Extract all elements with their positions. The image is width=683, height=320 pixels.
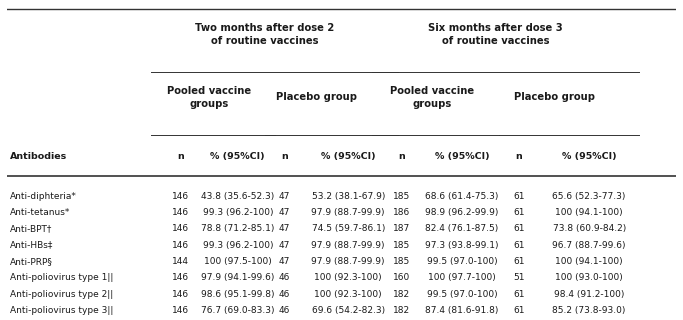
- Text: 87.4 (81.6-91.8): 87.4 (81.6-91.8): [426, 306, 499, 315]
- Text: 53.2 (38.1-67.9): 53.2 (38.1-67.9): [311, 192, 385, 201]
- Text: 100 (92.3-100): 100 (92.3-100): [314, 290, 382, 299]
- Text: Anti-poliovirus type 2||: Anti-poliovirus type 2||: [10, 290, 113, 299]
- Text: 100 (94.1-100): 100 (94.1-100): [555, 257, 623, 266]
- Text: Anti-tetanus*: Anti-tetanus*: [10, 208, 70, 217]
- Text: 182: 182: [393, 306, 410, 315]
- Text: Two months after dose 2
of routine vaccines: Two months after dose 2 of routine vacci…: [195, 23, 334, 46]
- Text: 76.7 (69.0-83.3): 76.7 (69.0-83.3): [201, 306, 275, 315]
- Text: % (95%CI): % (95%CI): [434, 152, 489, 161]
- Text: 144: 144: [172, 257, 189, 266]
- Text: 99.3 (96.2-100): 99.3 (96.2-100): [202, 208, 273, 217]
- Text: 146: 146: [172, 208, 189, 217]
- Text: 99.5 (97.0-100): 99.5 (97.0-100): [427, 257, 497, 266]
- Text: 98.9 (96.2-99.9): 98.9 (96.2-99.9): [426, 208, 499, 217]
- Text: 47: 47: [279, 208, 290, 217]
- Text: 73.8 (60.9-84.2): 73.8 (60.9-84.2): [553, 224, 626, 233]
- Text: 160: 160: [393, 273, 410, 282]
- Text: % (95%CI): % (95%CI): [210, 152, 265, 161]
- Text: 85.2 (73.8-93.0): 85.2 (73.8-93.0): [553, 306, 626, 315]
- Text: 182: 182: [393, 290, 410, 299]
- Text: 146: 146: [172, 241, 189, 250]
- Text: n: n: [516, 152, 522, 161]
- Text: 61: 61: [513, 290, 525, 299]
- Text: 146: 146: [172, 224, 189, 233]
- Text: 65.6 (52.3-77.3): 65.6 (52.3-77.3): [553, 192, 626, 201]
- Text: 146: 146: [172, 192, 189, 201]
- Text: Placebo group: Placebo group: [276, 92, 357, 102]
- Text: 74.5 (59.7-86.1): 74.5 (59.7-86.1): [311, 224, 385, 233]
- Text: 99.5 (97.0-100): 99.5 (97.0-100): [427, 290, 497, 299]
- Text: Antibodies: Antibodies: [10, 152, 68, 161]
- Text: 82.4 (76.1-87.5): 82.4 (76.1-87.5): [426, 224, 499, 233]
- Text: 78.8 (71.2-85.1): 78.8 (71.2-85.1): [201, 224, 275, 233]
- Text: 98.4 (91.2-100): 98.4 (91.2-100): [554, 290, 624, 299]
- Text: 100 (92.3-100): 100 (92.3-100): [314, 273, 382, 282]
- Text: 61: 61: [513, 224, 525, 233]
- Text: % (95%CI): % (95%CI): [562, 152, 617, 161]
- Text: % (95%CI): % (95%CI): [321, 152, 376, 161]
- Text: 68.6 (61.4-75.3): 68.6 (61.4-75.3): [426, 192, 499, 201]
- Text: 61: 61: [513, 257, 525, 266]
- Text: Anti-diphteria*: Anti-diphteria*: [10, 192, 77, 201]
- Text: 61: 61: [513, 192, 525, 201]
- Text: 46: 46: [279, 273, 290, 282]
- Text: 61: 61: [513, 208, 525, 217]
- Text: 97.9 (88.7-99.9): 97.9 (88.7-99.9): [311, 257, 385, 266]
- Text: 99.3 (96.2-100): 99.3 (96.2-100): [202, 241, 273, 250]
- Text: n: n: [281, 152, 288, 161]
- Text: 69.6 (54.2-82.3): 69.6 (54.2-82.3): [311, 306, 385, 315]
- Text: Anti-BPT†: Anti-BPT†: [10, 224, 53, 233]
- Text: Anti-poliovirus type 1||: Anti-poliovirus type 1||: [10, 273, 113, 282]
- Text: 61: 61: [513, 241, 525, 250]
- Text: 47: 47: [279, 257, 290, 266]
- Text: 43.8 (35.6-52.3): 43.8 (35.6-52.3): [201, 192, 275, 201]
- Text: 185: 185: [393, 192, 410, 201]
- Text: 97.9 (94.1-99.6): 97.9 (94.1-99.6): [201, 273, 275, 282]
- Text: 47: 47: [279, 241, 290, 250]
- Text: 100 (93.0-100): 100 (93.0-100): [555, 273, 623, 282]
- Text: 51: 51: [513, 273, 525, 282]
- Text: 97.9 (88.7-99.9): 97.9 (88.7-99.9): [311, 241, 385, 250]
- Text: 187: 187: [393, 224, 410, 233]
- Text: 96.7 (88.7-99.6): 96.7 (88.7-99.6): [553, 241, 626, 250]
- Text: Anti-HBs‡: Anti-HBs‡: [10, 241, 53, 250]
- Text: 100 (97.7-100): 100 (97.7-100): [428, 273, 496, 282]
- Text: 61: 61: [513, 306, 525, 315]
- Text: 146: 146: [172, 306, 189, 315]
- Text: 185: 185: [393, 257, 410, 266]
- Text: Placebo group: Placebo group: [514, 92, 594, 102]
- Text: 97.9 (88.7-99.9): 97.9 (88.7-99.9): [311, 208, 385, 217]
- Text: 97.3 (93.8-99.1): 97.3 (93.8-99.1): [426, 241, 499, 250]
- Text: 47: 47: [279, 224, 290, 233]
- Text: 146: 146: [172, 273, 189, 282]
- Text: 146: 146: [172, 290, 189, 299]
- Text: 47: 47: [279, 192, 290, 201]
- Text: 46: 46: [279, 290, 290, 299]
- Text: Pooled vaccine
groups: Pooled vaccine groups: [167, 86, 251, 109]
- Text: n: n: [178, 152, 184, 161]
- Text: 100 (94.1-100): 100 (94.1-100): [555, 208, 623, 217]
- Text: Anti-PRP§: Anti-PRP§: [10, 257, 53, 266]
- Text: 185: 185: [393, 241, 410, 250]
- Text: 186: 186: [393, 208, 410, 217]
- Text: Six months after dose 3
of routine vaccines: Six months after dose 3 of routine vacci…: [428, 23, 563, 46]
- Text: Anti-poliovirus type 3||: Anti-poliovirus type 3||: [10, 306, 113, 315]
- Text: n: n: [398, 152, 405, 161]
- Text: 98.6 (95.1-99.8): 98.6 (95.1-99.8): [201, 290, 275, 299]
- Text: 100 (97.5-100): 100 (97.5-100): [204, 257, 272, 266]
- Text: Pooled vaccine
groups: Pooled vaccine groups: [390, 86, 474, 109]
- Text: 46: 46: [279, 306, 290, 315]
